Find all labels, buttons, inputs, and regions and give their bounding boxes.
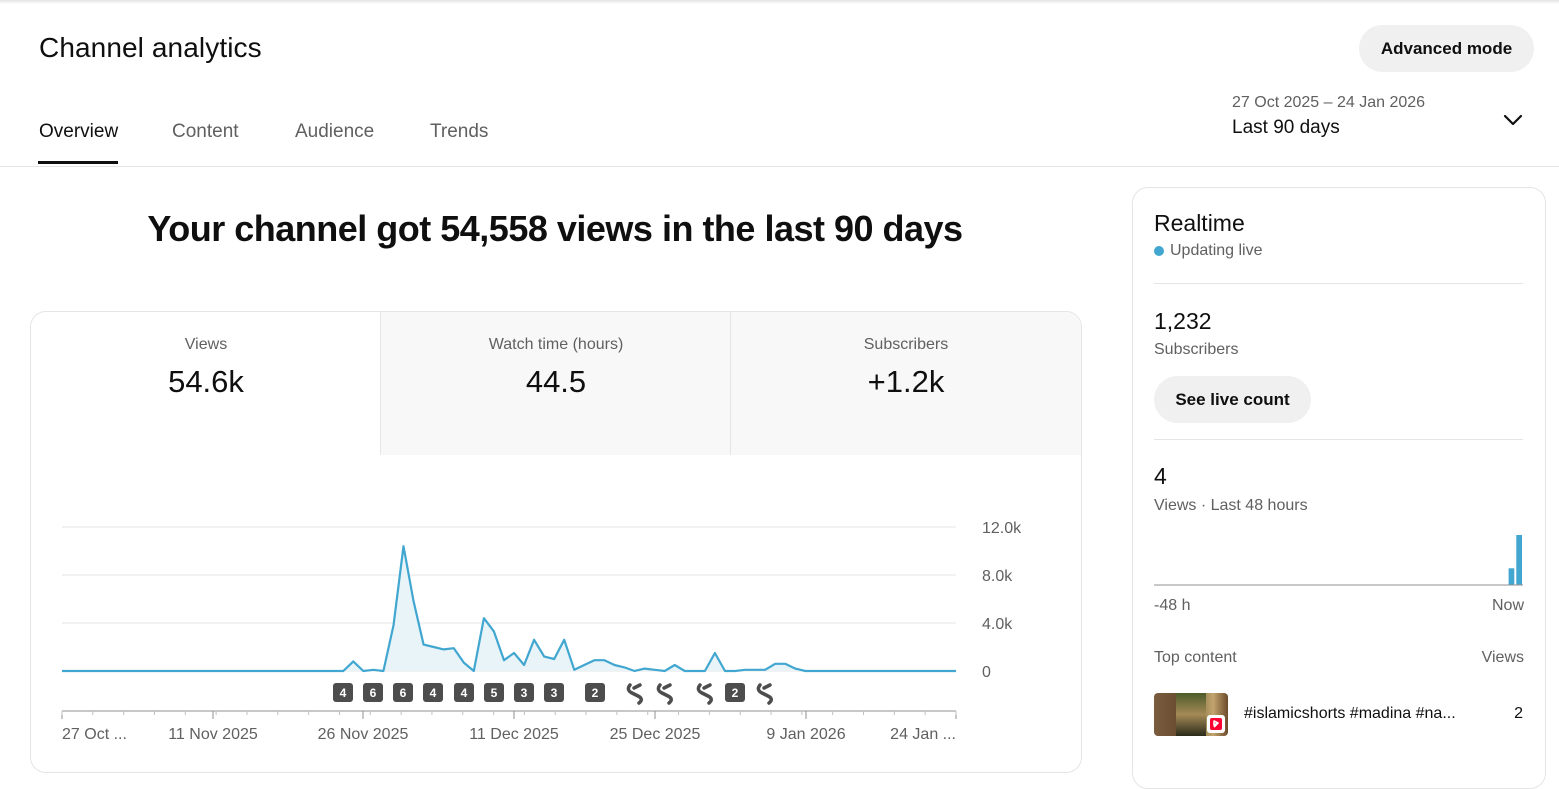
x-tick-label: 9 Jan 2026 — [766, 726, 845, 743]
metric-value: +1.2k — [867, 364, 945, 399]
period-selector[interactable]: Last 90 days — [1232, 117, 1340, 138]
x-tick-label: 11 Nov 2025 — [168, 726, 258, 743]
metric-label: Views — [184, 336, 228, 353]
advanced-mode-button[interactable]: Advanced mode — [1359, 25, 1534, 72]
page-title: Channel analytics — [39, 32, 262, 63]
upload-marker — [333, 683, 353, 702]
upload-marker-count: 6 — [370, 686, 377, 700]
views-area — [62, 546, 956, 671]
live-status: Updating live — [1154, 242, 1263, 260]
live-status-text: Updating live — [1170, 242, 1263, 259]
upload-marker-count: 6 — [400, 686, 407, 700]
y-tick-label: 4.0k — [982, 616, 1013, 633]
upload-marker — [484, 683, 504, 702]
tab-audience[interactable]: Audience — [295, 121, 375, 142]
metric-label: Subscribers — [863, 336, 949, 353]
upload-marker-count: 4 — [461, 686, 468, 700]
divider — [1154, 439, 1523, 440]
realtime-views-label: Views · Last 48 hours — [1154, 497, 1308, 514]
active-tab-indicator — [38, 161, 118, 164]
upload-marker-count: 5 — [491, 686, 498, 700]
views-headline: Your channel got 54,558 views in the las… — [147, 208, 963, 249]
upload-marker-count: 2 — [732, 686, 739, 700]
y-tick-label: 0 — [982, 664, 991, 681]
top-shadow — [0, 0, 1559, 4]
thumbnail-figure — [1176, 693, 1206, 736]
metrics-card: Views 54.6k Watch time (hours) 44.5 Subs… — [30, 311, 1082, 773]
subscriber-count: 1,232 — [1154, 308, 1212, 334]
shorts-icon — [756, 683, 773, 705]
x-tick-label: 24 Jan ... — [890, 726, 956, 743]
metric-value: 44.5 — [525, 364, 587, 399]
top-content-views: 2 — [1514, 705, 1523, 722]
metric-label: Watch time (hours) — [488, 336, 624, 353]
realtime-views-count: 4 — [1154, 463, 1167, 489]
upload-marker — [423, 683, 443, 702]
tab-trends[interactable]: Trends — [430, 121, 489, 142]
realtime-bar — [1516, 535, 1522, 585]
realtime-panel: Realtime Updating live 1,232 Subscribers… — [1132, 187, 1546, 789]
tab-content[interactable]: Content — [172, 121, 239, 142]
upload-marker-count: 3 — [521, 686, 528, 700]
date-range-text: 27 Oct 2025 – 24 Jan 2026 — [1232, 94, 1426, 111]
shorts-icon — [1207, 715, 1225, 733]
x-tick-label: 26 Nov 2025 — [318, 726, 409, 743]
upload-marker — [725, 683, 745, 702]
views-line — [62, 545, 956, 673]
mini-axis-start: -48 h — [1154, 597, 1191, 614]
see-live-count-button[interactable]: See live count — [1154, 376, 1311, 423]
x-tick-label: 11 Dec 2025 — [469, 726, 559, 743]
top-content-title[interactable]: #islamicshorts #madina #na... — [1244, 705, 1456, 722]
views-chart[interactable]: 12.0k 8.0k 4.0k 0 27 Oct ... 11 Nov 2025 26 No… — [31, 312, 1081, 772]
upload-marker — [393, 683, 413, 702]
upload-marker — [514, 683, 534, 702]
top-content-views-heading: Views — [1481, 649, 1524, 666]
header-divider — [0, 166, 1559, 167]
upload-marker — [454, 683, 474, 702]
upload-marker-count: 4 — [340, 686, 347, 700]
metric-tab-watch-time[interactable]: Watch time (hours) 44.5 — [381, 312, 731, 455]
realtime-bar-chart[interactable] — [1154, 523, 1523, 587]
divider — [1154, 283, 1523, 284]
x-tick-label: 27 Oct ... — [62, 726, 127, 743]
tab-overview[interactable]: Overview — [39, 121, 119, 142]
x-tick-label: 25 Dec 2025 — [610, 726, 701, 743]
live-dot-icon — [1154, 246, 1164, 256]
shorts-icon — [656, 683, 673, 705]
upload-marker-count: 2 — [592, 686, 599, 700]
subscriber-label: Subscribers — [1154, 341, 1239, 358]
metric-tab-subscribers[interactable]: Subscribers +1.2k — [731, 312, 1081, 455]
realtime-title: Realtime — [1154, 210, 1245, 236]
top-content-heading: Top content — [1154, 649, 1237, 666]
metric-divider — [730, 312, 731, 455]
upload-marker — [363, 683, 383, 702]
upload-marker-count: 4 — [430, 686, 437, 700]
y-tick-label: 8.0k — [982, 568, 1013, 585]
y-tick-label: 12.0k — [982, 520, 1022, 537]
upload-marker — [585, 683, 605, 702]
chevron-down-icon[interactable] — [1500, 108, 1526, 132]
metric-tab-views[interactable]: Views 54.6k — [31, 312, 381, 455]
mini-axis-end: Now — [1491, 597, 1524, 614]
metric-divider — [380, 312, 381, 455]
realtime-bar — [1508, 568, 1515, 585]
upload-marker-count: 3 — [551, 686, 558, 700]
video-thumbnail[interactable] — [1154, 693, 1228, 736]
metric-value: 54.6k — [168, 364, 244, 399]
shorts-icon — [696, 683, 713, 705]
upload-marker — [544, 683, 564, 702]
top-content-row[interactable]: #islamicshorts #madina #na... 2 — [1154, 693, 1523, 737]
shorts-icon — [626, 683, 643, 705]
